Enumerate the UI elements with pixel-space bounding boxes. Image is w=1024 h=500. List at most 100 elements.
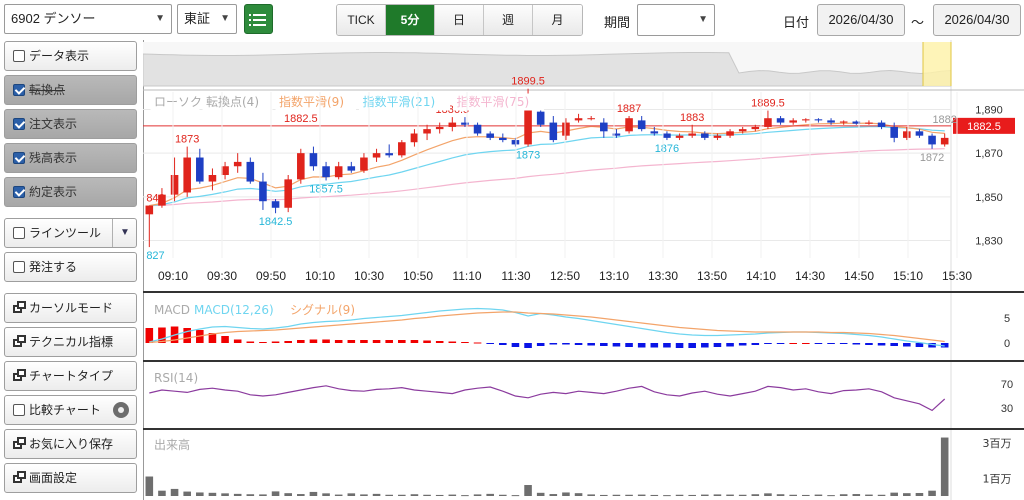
volume-bar (183, 491, 191, 496)
volume-bar (536, 492, 545, 496)
sidebar-item-label: ラインツール (29, 226, 102, 240)
volume-bar (562, 492, 570, 496)
volume-bar (940, 437, 949, 496)
chevron-down-icon[interactable]: ▼ (112, 219, 137, 247)
volume-bar (688, 494, 696, 496)
date-from-input[interactable]: 2026/04/30 (817, 4, 905, 36)
gear-icon[interactable] (113, 402, 129, 418)
legend-chip (191, 302, 285, 318)
sidebar-item-1[interactable]: 転換点 (4, 75, 137, 105)
sidebar-item-12[interactable]: 画面設定 (4, 463, 137, 493)
market-select[interactable]: 東証 ▼ (177, 4, 237, 34)
macd-histogram-bar (334, 340, 343, 343)
macd-histogram-bar (158, 327, 166, 343)
checkbox[interactable] (13, 227, 25, 239)
tab-timeframe-4[interactable]: 月 (533, 5, 582, 35)
volume-bar (461, 495, 469, 497)
volume-bar (814, 494, 823, 496)
macd-histogram-bar (625, 343, 633, 347)
volume-bar (852, 494, 861, 496)
volume-bar (701, 494, 709, 496)
candle-body (738, 129, 747, 132)
checkbox[interactable] (13, 50, 25, 62)
volume-bar (435, 494, 444, 496)
checkbox[interactable] (13, 261, 25, 273)
chevron-down-icon: ▼ (220, 13, 230, 24)
sidebar-item-10[interactable]: 比較チャート (4, 395, 137, 425)
macd-histogram-bar (284, 341, 292, 343)
candle-body (372, 153, 381, 158)
macd-histogram-bar (852, 343, 861, 345)
sidebar-item-0[interactable]: データ表示 (4, 41, 137, 71)
macd-histogram-bar (423, 340, 431, 343)
macd-histogram-bar (233, 339, 242, 343)
sidebar-item-4[interactable]: 約定表示 (4, 177, 137, 207)
candle-body (802, 119, 810, 121)
list-view-button[interactable] (244, 4, 273, 34)
sidebar-item-7[interactable]: カーソルモード (4, 293, 137, 323)
chart-area[interactable]: 1,890 1,870 1,850 1,830 1882.5 1873 846 827 1842… (143, 40, 1024, 500)
legend-chip (202, 93, 273, 111)
tab-timeframe-3[interactable]: 週 (484, 5, 533, 35)
turning-point-label: 1873 (516, 150, 540, 162)
candle-body (764, 118, 772, 127)
date-to-input[interactable]: 2026/04/30 (933, 4, 1021, 36)
legend-chip (151, 437, 201, 453)
turning-point-label: 1883 (680, 112, 704, 124)
rsi-tick-label: 30 (1001, 403, 1013, 415)
macd-histogram-bar (549, 343, 558, 345)
macd-histogram-bar (776, 343, 785, 344)
turning-point-label: 1887 (617, 103, 641, 115)
sidebar-item-9[interactable]: チャートタイプ (4, 361, 137, 391)
sidebar-item-11[interactable]: お気に入り保存 (4, 429, 137, 459)
chart-background (143, 40, 1024, 500)
time-tick-label: 15:10 (893, 269, 923, 283)
candle-body (650, 131, 659, 134)
tab-timeframe-0[interactable]: TICK (337, 5, 386, 35)
checkbox[interactable] (13, 84, 25, 96)
sidebar-item-6[interactable]: 発注する (4, 252, 137, 282)
sidebar-item-2[interactable]: 注文表示 (4, 109, 137, 139)
timeframe-tabs: TICK 5分日週月 (336, 4, 583, 36)
ema75-line (149, 148, 945, 207)
volume-bar (915, 492, 924, 496)
tab-timeframe-2[interactable]: 日 (435, 5, 484, 35)
turning-point-label: 1876 (655, 143, 679, 155)
candle-body (612, 133, 621, 136)
sidebar-item-5[interactable]: ラインツール ▼ (4, 218, 137, 248)
volume-bar (637, 494, 646, 496)
window-icon (13, 301, 26, 314)
volume-bar (372, 493, 381, 496)
sidebar-item-label: 画面設定 (29, 471, 78, 485)
checkbox[interactable] (13, 118, 25, 130)
candle-body (814, 119, 823, 121)
candle-body (423, 129, 431, 134)
macd-histogram-bar (600, 343, 608, 346)
macd-histogram-bar (499, 343, 507, 345)
macd-histogram-bar (221, 336, 229, 343)
checkbox[interactable] (13, 152, 25, 164)
legend-label: 指数平滑(9) (279, 94, 344, 109)
checkbox[interactable] (13, 186, 25, 198)
sidebar-item-8[interactable]: テクニカル指標 (4, 327, 137, 357)
volume-bar (347, 493, 356, 496)
sidebar-item-3[interactable]: 残高表示 (4, 143, 137, 173)
turning-point-label: 1873 (175, 134, 199, 146)
macd-histogram-bar (650, 343, 659, 348)
volume-bar (789, 494, 797, 496)
period-select[interactable]: ▼ (637, 4, 715, 36)
stock-select[interactable]: 6902 デンソー ▼ (4, 4, 172, 34)
candle-body (688, 133, 696, 136)
tab-timeframe-1[interactable]: 5分 (386, 5, 435, 35)
legend-label: 指数平滑(21) (363, 94, 436, 109)
turning-point-label: 1857.5 (309, 183, 343, 195)
legend-chip (150, 93, 200, 111)
candle-body (208, 175, 217, 182)
volume-bar (196, 492, 204, 496)
macd-histogram-bar (587, 343, 595, 346)
volume-bar (322, 493, 330, 496)
checkbox[interactable] (13, 404, 25, 416)
legend-label: 出来高 (154, 437, 190, 452)
candle-body (398, 142, 406, 156)
macd-histogram-bar (764, 343, 772, 344)
